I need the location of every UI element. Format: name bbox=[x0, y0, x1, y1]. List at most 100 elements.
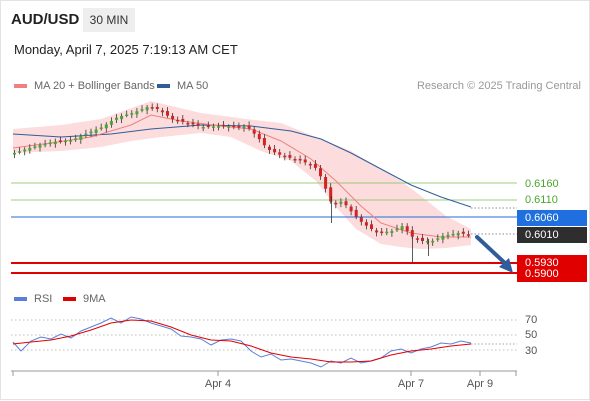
candle-body bbox=[166, 111, 169, 116]
candle-body bbox=[58, 140, 62, 142]
9ma-swatch bbox=[63, 297, 76, 301]
rsi-tick-70: 70 bbox=[525, 314, 538, 326]
candle-body bbox=[74, 138, 78, 141]
legend-ma50: MA 50 bbox=[157, 80, 208, 92]
time-axis bbox=[11, 370, 517, 376]
currency-pair-title: AUD/USD bbox=[11, 11, 80, 28]
candle-body bbox=[120, 115, 124, 120]
candle-body bbox=[242, 126, 246, 129]
candle-body bbox=[109, 121, 113, 125]
candle-body bbox=[283, 155, 287, 158]
candle-body bbox=[390, 231, 394, 233]
candle-body bbox=[89, 131, 93, 134]
candle-body bbox=[247, 125, 251, 129]
candle-body bbox=[13, 153, 16, 155]
candle-body bbox=[395, 228, 399, 231]
last-price-label: 0.6010 bbox=[517, 227, 587, 243]
candle-body bbox=[181, 118, 185, 122]
candle-body bbox=[145, 107, 149, 111]
support-2-label: 0.5900 bbox=[517, 266, 587, 282]
candle-body bbox=[53, 141, 57, 145]
candle-body bbox=[191, 122, 195, 125]
candles bbox=[13, 103, 470, 263]
legend-ma20: MA 20 + Bollinger Bands bbox=[14, 80, 155, 92]
ma50-swatch bbox=[157, 84, 170, 88]
candle-body bbox=[451, 233, 455, 236]
candle-body bbox=[176, 119, 180, 122]
candle-body bbox=[130, 113, 134, 115]
candle-body bbox=[99, 127, 103, 130]
candle-body bbox=[155, 106, 159, 109]
candle-body bbox=[232, 125, 236, 128]
x-label-apr7: Apr 7 bbox=[397, 378, 425, 390]
candle-body bbox=[370, 224, 373, 229]
candle-body bbox=[28, 147, 32, 151]
candle-body bbox=[466, 234, 470, 236]
candle-body bbox=[252, 129, 256, 134]
candle-body bbox=[288, 155, 292, 158]
rsi-line bbox=[12, 316, 472, 368]
candle-body bbox=[18, 151, 22, 153]
candle-body bbox=[319, 168, 322, 177]
candle-body bbox=[324, 177, 328, 189]
rsi-tick-30: 30 bbox=[525, 345, 538, 357]
candle-body bbox=[298, 158, 302, 161]
candle-body bbox=[160, 110, 164, 113]
candle-body bbox=[206, 125, 210, 128]
candle-body bbox=[385, 231, 389, 234]
candle-body bbox=[344, 201, 348, 206]
rsi-swatch bbox=[14, 297, 27, 301]
legend-ma50-label: MA 50 bbox=[177, 80, 209, 92]
candle-body bbox=[217, 126, 220, 128]
candle-body bbox=[426, 241, 430, 243]
candle-body bbox=[329, 187, 333, 202]
candle-body bbox=[125, 114, 129, 117]
candle-body bbox=[278, 152, 282, 155]
candle-body bbox=[135, 111, 139, 115]
candle-body bbox=[222, 124, 226, 127]
candle-body bbox=[456, 233, 460, 236]
ma20-swatch bbox=[14, 84, 27, 88]
legend-ma20-label: MA 20 + Bollinger Bands bbox=[34, 80, 155, 92]
candle-body bbox=[257, 133, 261, 140]
candle-body bbox=[273, 148, 277, 153]
credit-text: Research © 2025 Trading Central bbox=[416, 80, 581, 92]
candle-body bbox=[48, 142, 52, 145]
candle-body bbox=[211, 126, 215, 128]
candle-body bbox=[364, 222, 368, 226]
projection-arrow-head bbox=[499, 258, 513, 273]
rsi-9ma-line bbox=[12, 319, 472, 363]
candle-body bbox=[186, 123, 190, 125]
candle-body bbox=[94, 129, 98, 133]
chart-lines bbox=[11, 114, 517, 274]
ma50-line bbox=[12, 124, 472, 208]
timeframe-selector[interactable]: 30 MIN bbox=[83, 8, 135, 32]
legend-rsi: RSI bbox=[14, 293, 52, 305]
candle-body bbox=[415, 238, 419, 240]
candle-body bbox=[436, 238, 440, 240]
candle-body bbox=[196, 123, 200, 126]
candle-body bbox=[446, 234, 450, 237]
candle-body bbox=[380, 231, 384, 234]
rsi-tick-50: 50 bbox=[525, 329, 538, 341]
candle-body bbox=[84, 133, 88, 136]
candle-body bbox=[308, 163, 312, 166]
candle-body bbox=[303, 159, 307, 163]
ma20-line bbox=[12, 114, 471, 238]
candle-body bbox=[410, 230, 414, 237]
projection-arrow-shaft bbox=[475, 235, 509, 267]
candle-body bbox=[375, 230, 379, 233]
candle-body bbox=[43, 143, 47, 146]
legend-rsi-label: RSI bbox=[34, 293, 53, 305]
candle-body bbox=[334, 202, 338, 205]
candle-body bbox=[171, 115, 175, 120]
candle-body bbox=[349, 206, 353, 212]
candle-body bbox=[339, 201, 343, 204]
candle-body bbox=[461, 231, 465, 234]
candle-body bbox=[262, 138, 266, 146]
candle-body bbox=[38, 145, 42, 148]
candle-body bbox=[441, 235, 445, 240]
candle-body bbox=[400, 226, 404, 230]
